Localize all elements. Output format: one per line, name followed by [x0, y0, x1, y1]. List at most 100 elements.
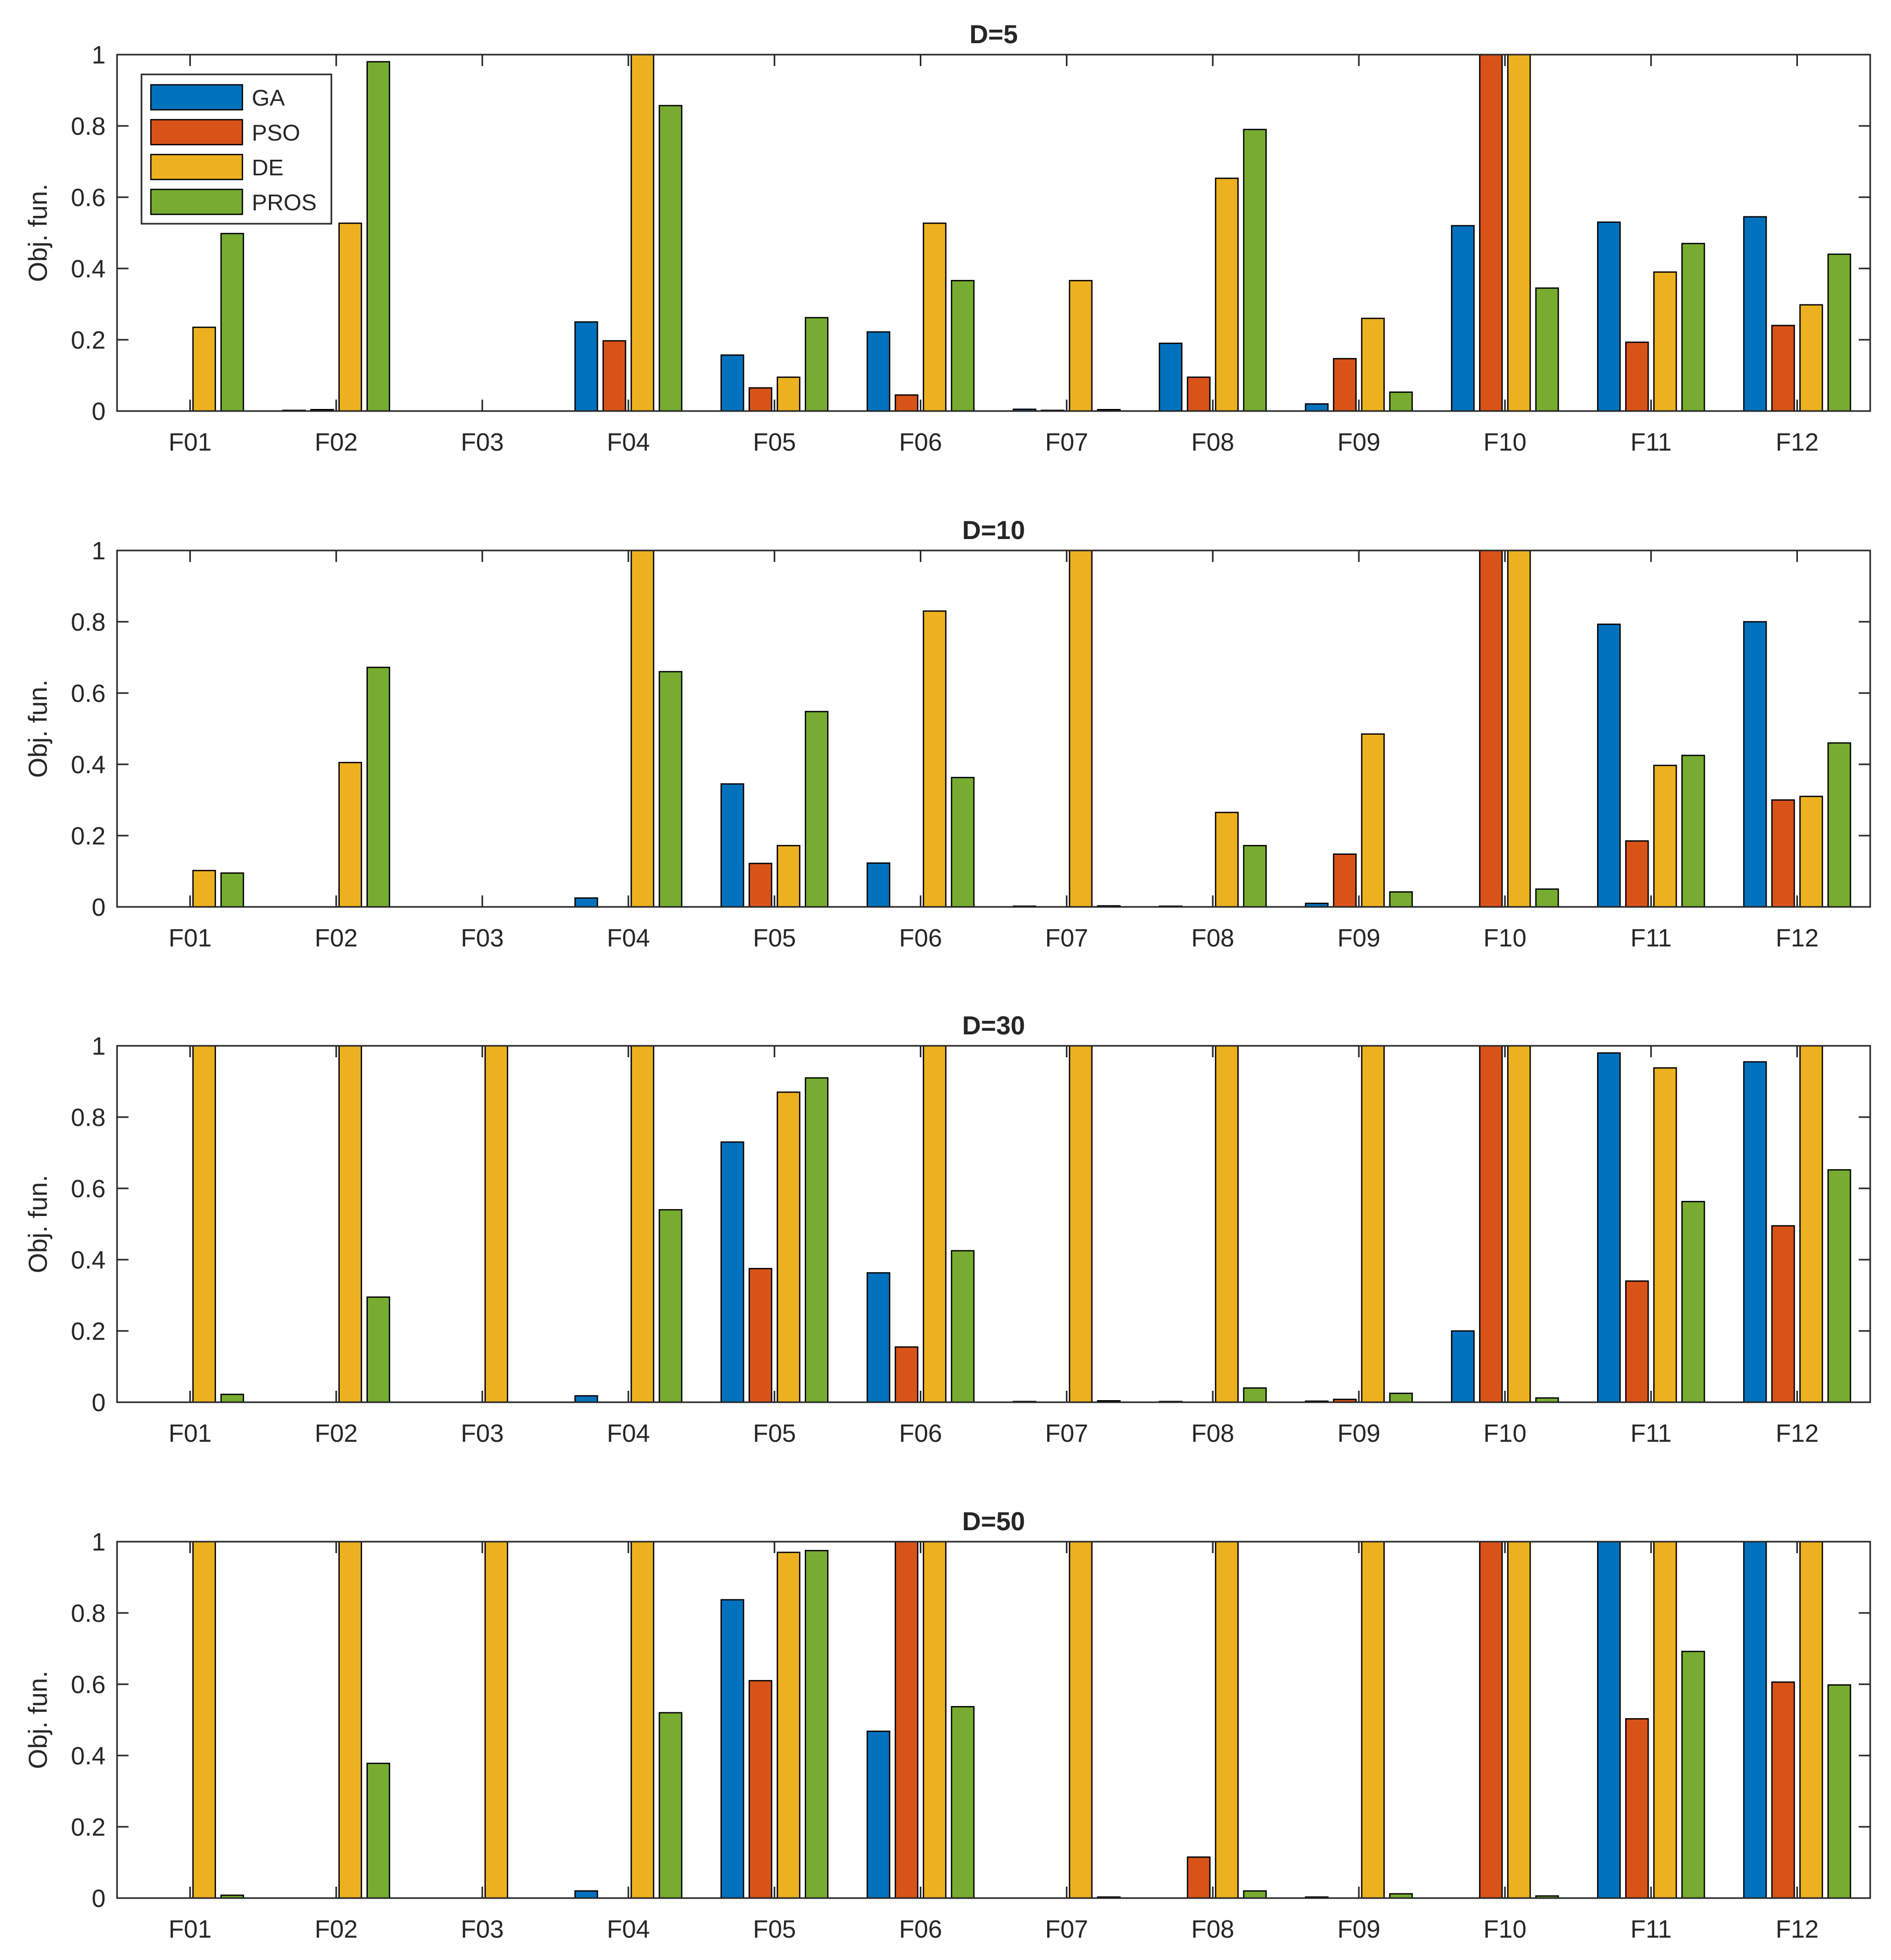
chart-title: D=10: [962, 516, 1025, 545]
y-tick-label: 0.6: [71, 184, 106, 212]
bar-pso-f11: [1625, 1280, 1649, 1403]
bar-pros-f11: [1681, 1201, 1705, 1403]
bar-de-f01: [192, 1541, 216, 1899]
bar-pso-f05: [749, 1680, 773, 1899]
x-tick-label: F08: [1191, 925, 1234, 952]
axes-box: [116, 54, 1871, 412]
bar-de-f12: [1799, 1045, 1823, 1403]
bar-de-f02: [338, 762, 362, 908]
bar-de-f11: [1653, 271, 1677, 412]
x-tick-label: F02: [315, 1916, 358, 1943]
bar-de-f10: [1507, 54, 1531, 412]
x-tick-label: F10: [1484, 925, 1527, 952]
bar-pso-f08: [1187, 376, 1211, 412]
y-tick-label: 0.8: [71, 609, 106, 636]
bar-pros-f12: [1827, 742, 1851, 908]
x-tick-label: F12: [1776, 429, 1819, 456]
x-tick-label: F01: [169, 925, 212, 952]
x-tick-label: F06: [899, 925, 942, 952]
y-tick-label: 0.6: [71, 680, 106, 708]
bar-pso-f09: [1333, 853, 1357, 908]
bar-de-f06: [922, 1045, 947, 1403]
x-tick-label: F12: [1776, 1420, 1819, 1447]
bar-pso-f05: [749, 863, 773, 908]
x-tick-label: F03: [461, 1420, 504, 1447]
bar-pros-f01: [220, 872, 245, 908]
x-tick-label: F08: [1191, 429, 1234, 456]
bar-ga-f05: [721, 354, 744, 412]
y-tick-label: 0.8: [71, 1104, 106, 1132]
axes-box: [116, 1045, 1871, 1403]
bar-pso-f10: [1479, 549, 1503, 908]
bar-de-f07: [1069, 280, 1093, 412]
x-tick-label: F05: [753, 1916, 796, 1943]
bar-pros-f04: [659, 671, 683, 908]
bar-de-f08: [1215, 1045, 1239, 1403]
bar-pros-f11: [1681, 1650, 1705, 1899]
bar-pros-f02: [366, 667, 390, 908]
bar-ga-f06: [866, 1731, 891, 1899]
x-tick-label: F01: [169, 1420, 212, 1447]
bar-pros-f05: [805, 1077, 829, 1403]
legend: GA PSO DE PROS: [140, 73, 332, 225]
y-tick-label: 0: [92, 1885, 106, 1913]
bar-de-f04: [631, 1045, 654, 1403]
y-tick-label: 0.4: [71, 1247, 106, 1274]
bar-pso-f12: [1771, 799, 1795, 908]
bar-de-f05: [777, 1091, 801, 1403]
bar-pros-f12: [1827, 1169, 1851, 1403]
bar-pros-f06: [950, 1706, 975, 1899]
bar-de-f11: [1653, 764, 1677, 908]
bar-pso-f12: [1771, 1681, 1795, 1899]
bar-pros-f01: [220, 233, 245, 412]
bar-pros-f05: [805, 1549, 829, 1899]
y-tick-label: 0.8: [71, 1600, 106, 1628]
x-tick-label: F02: [315, 925, 358, 952]
legend-swatch-ga: [150, 84, 243, 111]
bar-pros-f09: [1389, 391, 1413, 412]
bar-de-f11: [1653, 1541, 1677, 1899]
y-tick-label: 0.2: [71, 1318, 106, 1346]
bar-de-f04: [631, 54, 654, 412]
bar-de-f01: [192, 326, 216, 412]
x-tick-label: F06: [899, 1420, 942, 1447]
y-axis-label: Obj. fun.: [23, 680, 53, 778]
bar-pso-f11: [1625, 341, 1649, 412]
y-axis-label: Obj. fun.: [23, 1175, 53, 1273]
bar-pros-f04: [659, 1712, 683, 1899]
bar-pso-f05: [749, 387, 773, 412]
bar-pros-f11: [1681, 242, 1705, 412]
bar-pros-f08: [1243, 844, 1267, 908]
x-tick-label: F11: [1630, 429, 1671, 456]
x-tick-label: F05: [753, 429, 796, 456]
bar-ga-f12: [1743, 621, 1767, 908]
x-tick-label: F12: [1776, 1916, 1819, 1943]
bar-pso-f11: [1625, 840, 1649, 908]
chart-panel-1: D=5 Obj. fun. 0 0.2 0.4 0.6 0.8 1 F01 F02 F03 F04 F0…: [23, 20, 1871, 456]
bar-ga-f05: [721, 1141, 744, 1403]
x-tick-label: F09: [1337, 925, 1381, 952]
bar-pros-f12: [1827, 253, 1851, 412]
bar-pros-f06: [950, 280, 975, 412]
bar-ga-f04: [574, 1890, 598, 1899]
y-axis-label: Obj. fun.: [23, 1671, 53, 1769]
bar-de-f01: [192, 869, 216, 908]
bar-ga-f05: [721, 783, 744, 908]
x-tick-label: F04: [607, 429, 650, 456]
x-tick-label: F12: [1776, 925, 1819, 952]
bar-de-f11: [1653, 1067, 1677, 1403]
bar-de-f02: [338, 1045, 362, 1403]
x-tick-label: F10: [1484, 1916, 1527, 1943]
y-tick-label: 0.4: [71, 751, 106, 779]
x-tick-label: F04: [607, 925, 650, 952]
plot-area: [117, 550, 1870, 907]
y-tick-label: 0.6: [71, 1175, 106, 1203]
y-tick-label: 0.6: [71, 1671, 106, 1699]
bar-ga-f12: [1743, 1061, 1767, 1403]
bar-de-f12: [1799, 1541, 1823, 1899]
bar-pso-f11: [1625, 1718, 1649, 1899]
bar-pso-f10: [1479, 1045, 1503, 1403]
bar-pso-f10: [1479, 1541, 1503, 1899]
plot-area: [117, 55, 1870, 411]
x-tick-label: F10: [1484, 429, 1527, 456]
